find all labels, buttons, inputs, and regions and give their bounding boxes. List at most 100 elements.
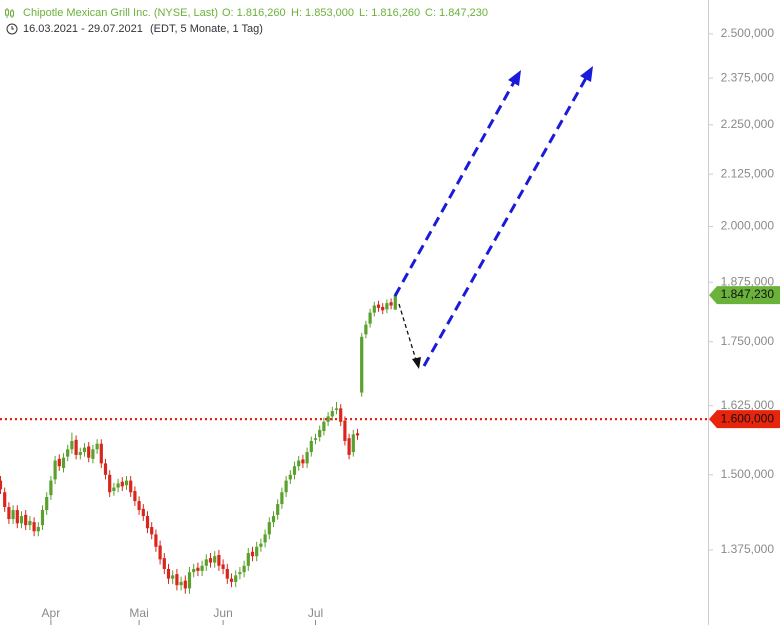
candle-body — [305, 452, 309, 464]
candle-body — [61, 457, 66, 468]
candle-body — [360, 336, 364, 393]
y-tick-label: 1.625,000 — [721, 398, 775, 412]
y-tick-label: 1.500,000 — [721, 467, 775, 481]
y-tick-label: 2.125,000 — [721, 166, 775, 180]
candle-body — [179, 581, 183, 586]
candle-body — [187, 572, 192, 589]
candle-body — [330, 411, 334, 417]
candle-body — [204, 559, 208, 566]
candle-body — [28, 520, 32, 526]
candle-body — [32, 522, 36, 532]
candle-body — [368, 312, 372, 324]
candle-body — [238, 572, 242, 575]
candle-body — [234, 575, 238, 582]
candle-body — [334, 408, 339, 410]
candle-body — [355, 433, 360, 436]
last-price-label: 1.847,230 — [721, 287, 775, 301]
annotation-arrows — [393, 66, 593, 369]
candle-body — [66, 449, 70, 457]
chart-title: Chipotle Mexican Grill Inc. (NYSE, Last) — [23, 7, 218, 19]
ohlc-label: L: 1.816,260 — [359, 7, 420, 19]
candle-body — [36, 526, 40, 532]
ohlc-label: H: 1.853,000 — [291, 7, 354, 19]
candle-body — [200, 565, 204, 571]
candle-body — [347, 438, 351, 455]
candle-body — [309, 440, 313, 453]
hline-label: 1.600,000 — [721, 411, 775, 425]
candle-body — [259, 543, 263, 547]
candle-body — [116, 483, 120, 488]
candle-body — [221, 564, 225, 569]
candle-body — [376, 304, 381, 308]
candle-body — [301, 459, 305, 464]
candle-body — [246, 553, 250, 566]
period: 16.03.2021 - 29.07.2021 — [23, 23, 143, 35]
candle-body — [276, 504, 280, 515]
y-tick-label: 2.375,000 — [721, 70, 775, 84]
candle-body — [154, 534, 158, 547]
candle-body — [372, 305, 376, 313]
candle-body — [99, 443, 103, 464]
candle-body — [343, 420, 347, 441]
y-tick-label: 2.250,000 — [721, 117, 775, 131]
candle-body — [124, 480, 129, 486]
candle-body — [78, 452, 82, 455]
candle-body — [158, 545, 162, 560]
ohlc-label: O: 1.816,260 — [222, 7, 286, 19]
candle-body — [91, 449, 95, 459]
candle-body — [45, 496, 49, 511]
candle-body — [53, 460, 57, 480]
candle-body — [267, 522, 271, 535]
y-tick-label: 2.000,000 — [721, 219, 775, 233]
y-tick-label: 1.375,000 — [721, 542, 775, 556]
x-tick-label: Jul — [308, 606, 323, 620]
candle-body — [145, 516, 150, 529]
candle-body — [318, 429, 322, 438]
candle-body — [364, 324, 368, 335]
candle-body — [381, 306, 385, 311]
candle-body — [326, 416, 330, 422]
period-note: (EDT, 5 Monate, 1 Tag) — [150, 23, 263, 35]
last-price-box — [709, 286, 780, 305]
candle-body — [225, 568, 229, 579]
x-tick-label: Jun — [213, 606, 232, 620]
y-tick-label: 1.750,000 — [721, 334, 775, 348]
candle-body — [271, 516, 276, 523]
candle-body — [196, 567, 200, 571]
candle-body — [393, 295, 397, 310]
y-tick-label: 2.500,000 — [721, 26, 775, 40]
candle-body — [192, 568, 196, 573]
candle-body — [95, 443, 99, 450]
candle-body — [112, 487, 116, 492]
candle-body — [255, 546, 259, 557]
candle-body — [351, 434, 355, 453]
candle-body — [288, 474, 292, 480]
candle-body — [7, 507, 11, 520]
candle-body — [208, 558, 213, 563]
candle-body — [11, 510, 15, 520]
candle-body — [57, 458, 61, 467]
candle-body — [40, 510, 45, 526]
candle-body — [242, 565, 246, 573]
candle-body — [183, 580, 187, 589]
candle-body — [175, 574, 179, 586]
candle-body — [70, 440, 74, 450]
candle-body — [141, 508, 145, 517]
candle-body — [74, 439, 78, 455]
x-tick-label: Mai — [129, 606, 148, 620]
y-tick-label: 1.875,000 — [721, 274, 775, 288]
plot-area: 1.375,000 1.500,000 1.625,000 1.750,000 1.87… — [0, 26, 780, 625]
candle-body — [229, 578, 234, 582]
hline-box — [709, 410, 780, 429]
candle-body — [322, 421, 326, 432]
candle-body — [133, 491, 137, 502]
candle-body — [166, 568, 171, 579]
candle-body — [87, 446, 91, 458]
candle-body — [108, 474, 112, 493]
candle-body — [339, 408, 343, 422]
candle-body — [162, 558, 166, 569]
ohlc-label: C: 1.847,230 — [425, 7, 488, 19]
candle-body — [82, 447, 87, 453]
